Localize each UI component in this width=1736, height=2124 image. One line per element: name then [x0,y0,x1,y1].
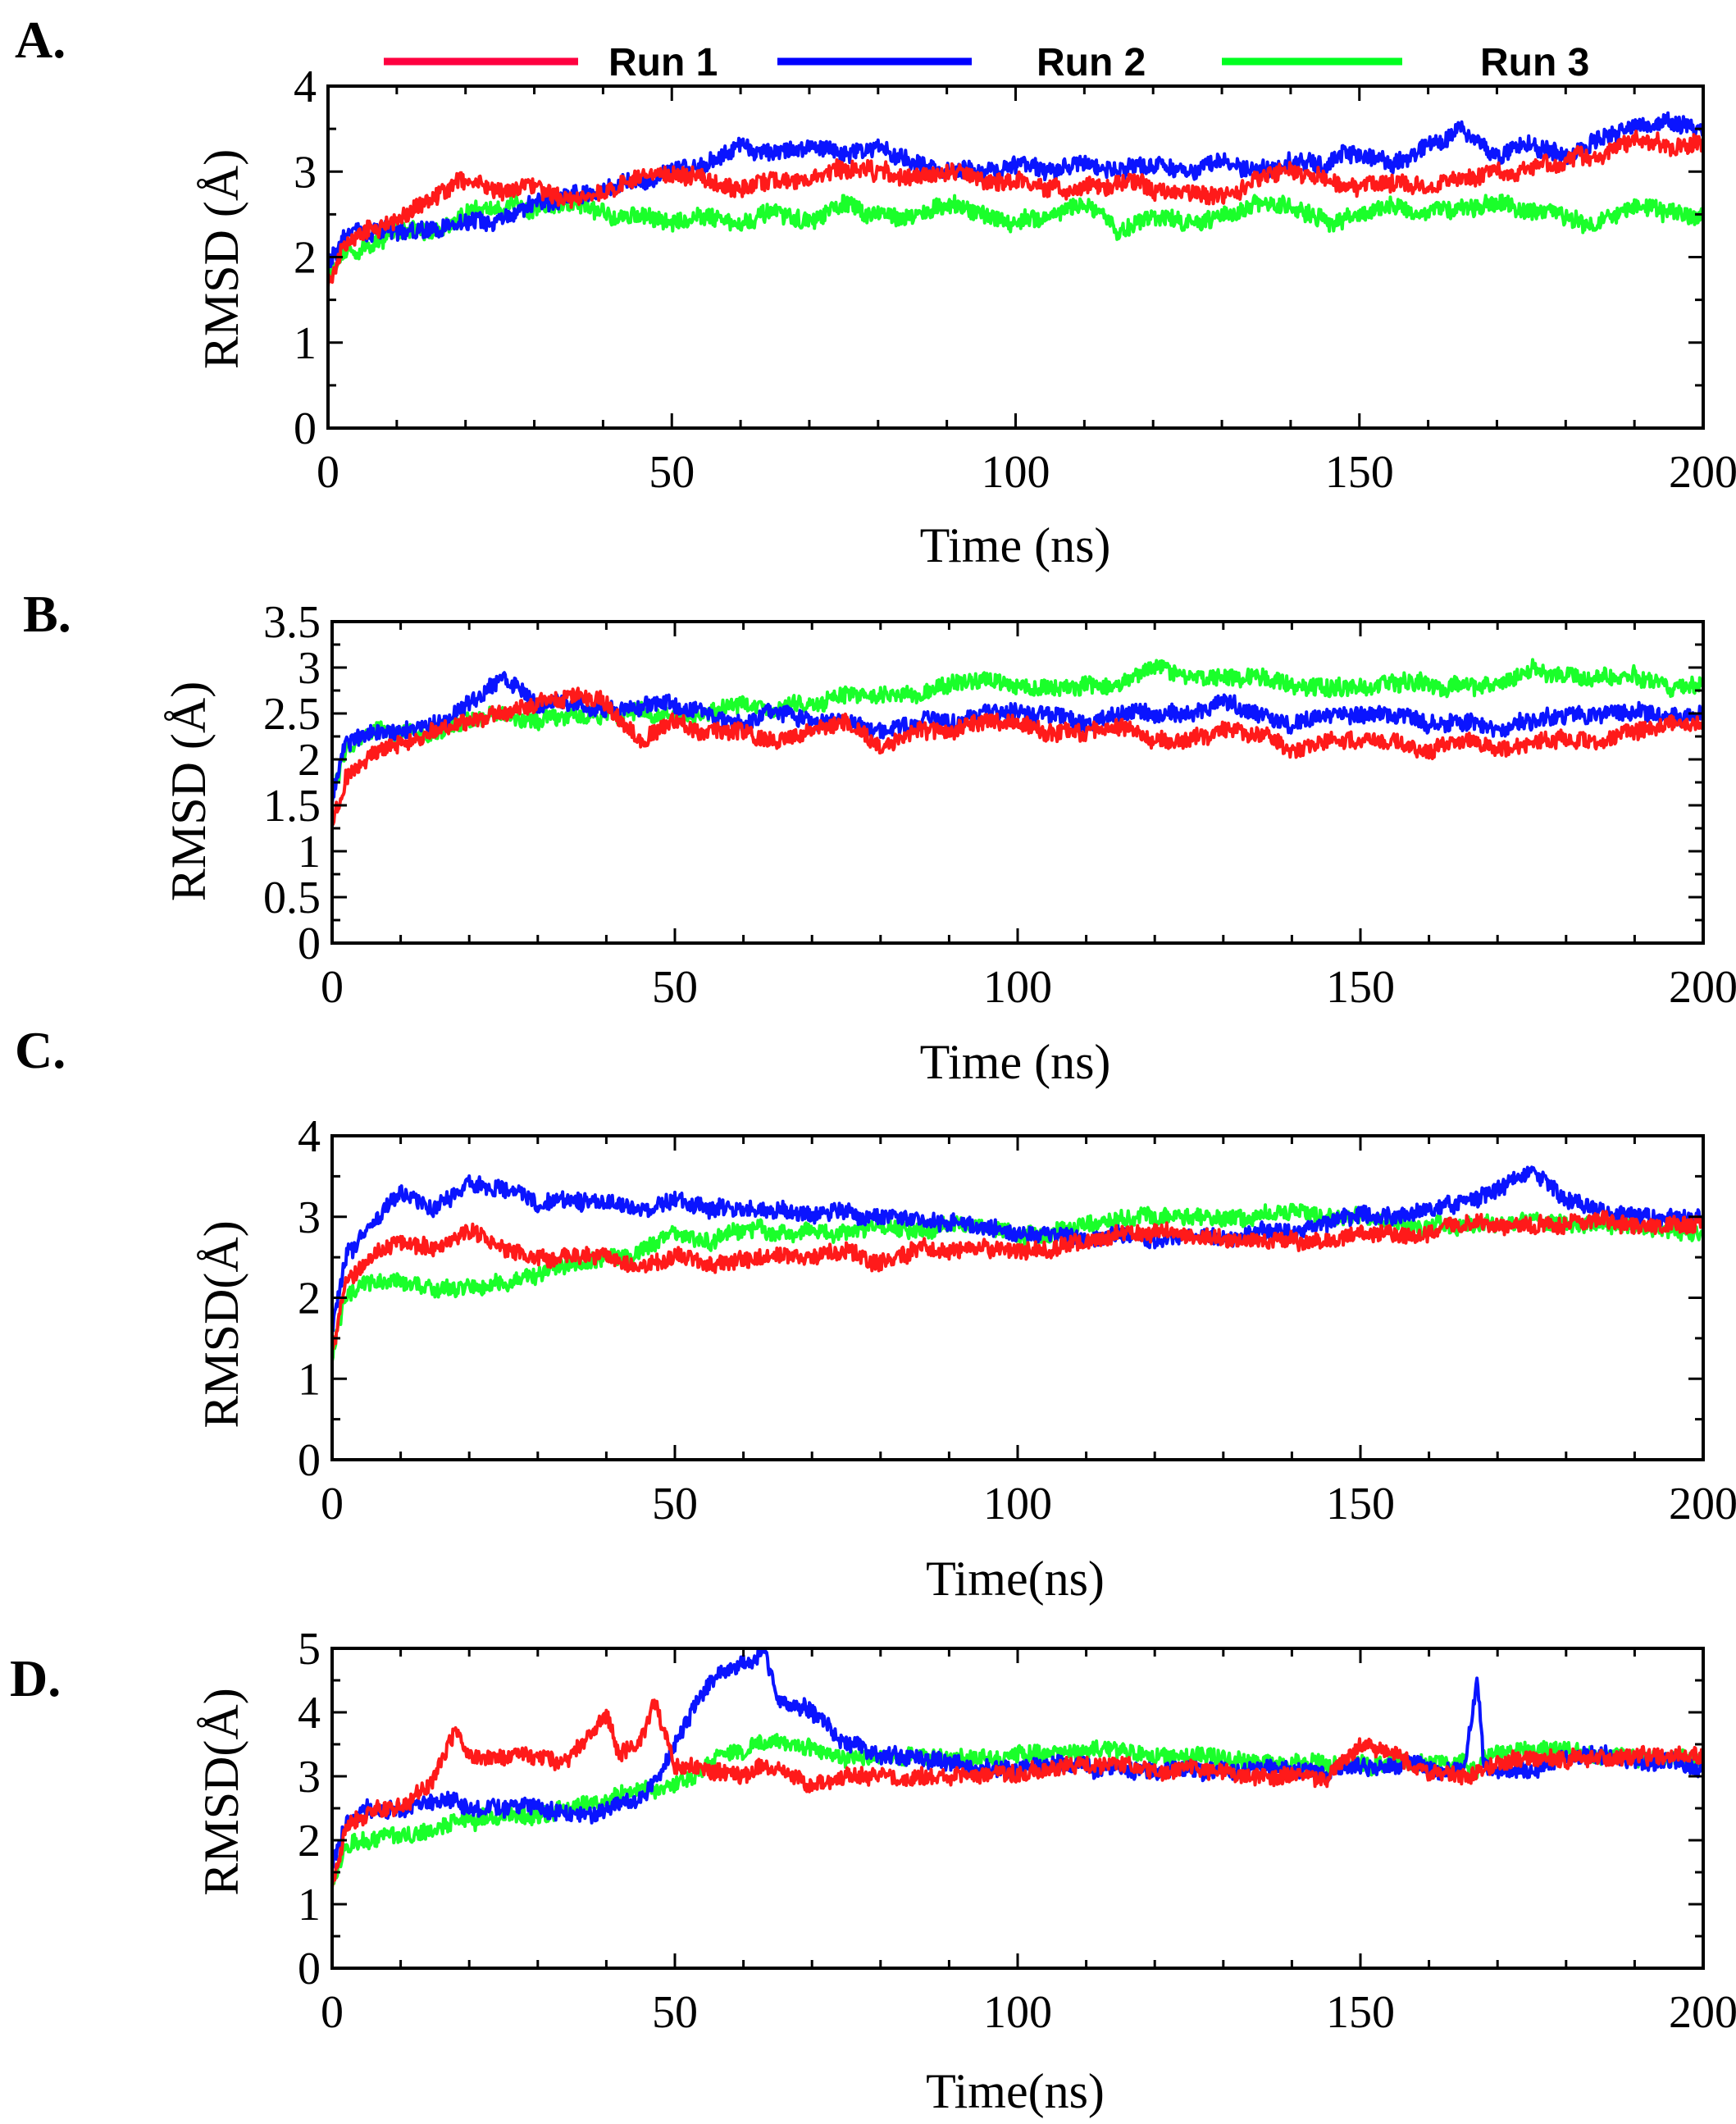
x-tick-label: 0 [321,1987,344,2038]
y-axis-label: RMSD (Å) [194,149,248,369]
x-tick-label: 150 [1325,447,1394,498]
y-tick-label: 1 [298,827,321,877]
x-tick-label: 100 [983,1987,1052,2038]
x-tick-label: 100 [983,962,1052,1013]
y-axis-label: RMSD(Å) [194,1220,248,1428]
panel-c: C. 0 50 100 150 200 0 1 2 3 4 Time(ns) RMSD(Å) [15,1021,1736,1606]
series-line-run-1 [326,130,1705,289]
x-tick-label: 150 [1326,1987,1395,2038]
series-line-run-3 [330,658,1705,798]
axes: 0 50 100 150 200 0 1 2 3 4 [294,62,1736,498]
panel-letter: D. [10,1649,61,1707]
x-tick-label: 150 [1326,962,1395,1013]
series-line-run-2 [330,1165,1705,1333]
panel-b: B. 0 50 100 150 200 00.511.522.533.5 Time (ns… [23,585,1736,1089]
y-tick-label: 2 [298,735,321,786]
x-tick-label: 200 [1669,1479,1736,1529]
panel-letter: C. [15,1021,66,1079]
y-tick-label: 3 [294,147,317,198]
x-tick-label: 0 [321,962,344,1013]
y-tick-label: 1 [298,1880,321,1930]
y-tick-label: 2 [294,233,317,284]
panel-d: D. 0 50 100 150 200 0 1 2 3 4 5 Time(ns) RMSD(Å) [10,1624,1736,2118]
x-tick-label: 200 [1669,447,1736,498]
axes: 0 50 100 150 200 0 1 2 3 4 [298,1111,1736,1529]
y-axis-label: RMSD (Å) [162,681,216,901]
legend-label-run-2: Run 2 [1037,41,1146,84]
plot-frame [326,84,1705,430]
y-tick-label: 0.5 [263,873,321,923]
x-axis-label: Time (ns) [920,518,1111,572]
x-tick-label: 0 [317,447,339,498]
panel-letter: B. [23,585,71,643]
y-tick-label: 0 [294,403,317,454]
y-tick-label: 0 [298,1435,321,1486]
panel-letter: A. [15,11,66,69]
legend-label-run-1: Run 1 [608,41,718,84]
y-tick-label: 2.5 [263,689,321,740]
series-line-run-1 [330,1210,1705,1351]
y-tick-label: 1 [298,1354,321,1405]
x-axis-label: Time (ns) [920,1035,1111,1089]
legend-label-run-3: Run 3 [1480,41,1589,84]
x-axis-label: Time(ns) [926,2064,1105,2118]
y-tick-label: 4 [298,1111,321,1162]
x-tick-label: 50 [649,447,695,498]
y-tick-label: 0 [298,1944,321,1994]
y-tick-label: 1 [294,318,317,369]
y-tick-label: 3 [298,1752,321,1803]
series-line-run-1 [330,686,1705,827]
x-tick-label: 100 [983,1479,1052,1529]
y-tick-label: 2 [298,1274,321,1324]
y-tick-label: 0 [298,918,321,969]
y-tick-label: 4 [294,62,317,112]
legend: Run 1 Run 2 Run 3 [384,41,1589,84]
y-tick-label: 5 [298,1624,321,1675]
series-line-run-1 [330,1698,1705,1890]
y-tick-label: 4 [298,1688,321,1739]
x-tick-label: 50 [652,1479,698,1529]
x-axis-label: Time(ns) [926,1552,1105,1606]
y-tick-label: 2 [298,1816,321,1866]
y-tick-label: 3 [298,1192,321,1243]
panel-a: A. 0 50 100 150 200 0 1 2 3 4 Time (ns) RMSD (Å) [15,11,1736,572]
x-tick-label: 100 [982,447,1050,498]
axes: 0 50 100 150 200 00.511.522.533.5 [263,597,1736,1013]
x-tick-label: 0 [321,1479,344,1529]
y-axis-label: RMSD(Å) [194,1688,248,1895]
x-tick-label: 200 [1669,962,1736,1013]
y-tick-label: 3 [298,643,321,694]
plot-frame [330,620,1705,945]
series-line-run-3 [326,194,1705,283]
x-tick-label: 50 [652,1987,698,2038]
y-tick-label: 3.5 [263,597,321,648]
y-tick-label: 1.5 [263,781,321,832]
axes: 0 50 100 150 200 0 1 2 3 4 5 [298,1624,1736,2038]
x-tick-label: 200 [1669,1987,1736,2038]
x-tick-label: 150 [1326,1479,1395,1529]
x-tick-label: 50 [652,962,698,1013]
